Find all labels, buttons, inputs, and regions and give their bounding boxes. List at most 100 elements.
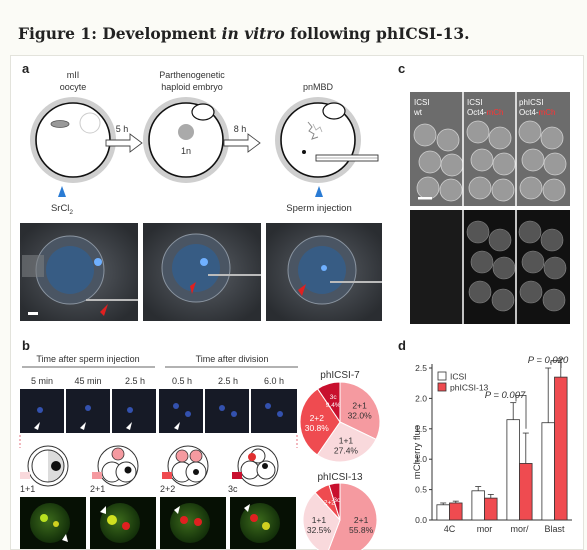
oocyte-diagram <box>30 97 116 183</box>
pie1-title: phICSI-7 <box>320 370 360 381</box>
bar <box>506 419 520 521</box>
arrow-8h-label: 8 h <box>234 124 247 134</box>
bar-chart: 0.0 0.5 1.0 1.5 2.0 2.5 4C mor mor/Blast <box>415 358 572 534</box>
arrow-5h <box>105 133 143 153</box>
pie-slice-value: 55.8% <box>349 525 374 535</box>
swatch-2+2 <box>162 472 172 479</box>
pie-slice-label: 3c <box>330 394 338 401</box>
col1-label-1: ICSI <box>414 98 430 107</box>
legend-label: ICSI <box>450 372 467 382</box>
pie-slice <box>316 381 341 424</box>
pie-slice <box>339 381 381 440</box>
x-tick-label: mor <box>477 524 493 534</box>
pvalue-2: P = 0.020 <box>528 355 569 366</box>
pie-slice-label: 2+1 <box>352 401 367 411</box>
significance-brackets <box>515 360 562 429</box>
pie-slice <box>316 421 377 463</box>
category-2+2-diagram <box>167 445 209 487</box>
y-tick-label: 2.5 <box>415 363 427 373</box>
pie-slice-label: 1+1 <box>312 515 327 525</box>
time-label: 6.0 h <box>264 376 284 386</box>
pie-slice-label: 2+1 <box>354 515 369 525</box>
arrow-5h-label: 5 h <box>116 124 129 134</box>
pie-slice <box>328 482 341 521</box>
pie2: 2+155.8% 1+132.5% 2+23c <box>302 482 378 550</box>
pie-slice-value: 27.4% <box>334 445 359 455</box>
pie-slice <box>328 482 378 550</box>
col2-label-2: Oct4-mCh <box>467 108 503 117</box>
category-1+1-diagram <box>27 445 69 487</box>
x-tick-label: Blast <box>544 524 565 534</box>
x-tick-label: 4C <box>444 524 456 534</box>
time-label: 5 min <box>31 376 53 386</box>
y-tick-label: 2.0 <box>415 393 427 403</box>
pie-slice-value: 30.8% <box>305 423 330 433</box>
pie-slice-label: 1+1 <box>339 435 354 445</box>
bar <box>519 463 533 521</box>
timelapse-strip <box>20 389 297 433</box>
srcl2-label: SrCl2 <box>51 203 73 216</box>
swatch-3c <box>232 472 242 479</box>
injection-arrow <box>315 186 323 197</box>
figure-title: Figure 1: Development in vitro following… <box>18 24 470 43</box>
stage2-label-2: haploid embryo <box>161 82 223 92</box>
micrograph-a1 <box>20 223 138 321</box>
pnmbd-diagram <box>275 97 379 183</box>
col1-label-2: wt <box>413 108 423 117</box>
pie-slice-label: 2+2 <box>324 499 335 506</box>
legend-swatch <box>437 382 447 392</box>
bar <box>436 504 450 521</box>
stage3-label: pnMBD <box>303 82 334 92</box>
confocal-strip <box>20 497 296 549</box>
y-tick-label: 0.0 <box>415 515 427 525</box>
header-sperm-injection: Time after sperm injection <box>36 354 139 364</box>
bar <box>471 490 485 521</box>
pie-slice-value: 32.5% <box>307 525 332 535</box>
category-label: 3c <box>228 484 238 494</box>
col2-label-1: ICSI <box>467 98 483 107</box>
pie-slice-label: 3c <box>333 497 341 504</box>
category-label: 2+2 <box>160 484 175 494</box>
srcl2-arrow <box>58 186 66 197</box>
panel-d-letter: d <box>398 338 406 353</box>
time-label: 2.5 h <box>218 376 238 386</box>
pie-slice-value: 9.4% <box>326 402 341 409</box>
category-2+1-diagram <box>97 445 139 487</box>
pie-slice <box>299 388 341 456</box>
y-axis-label: mCherry fluo <box>412 425 423 479</box>
x-tick-label: mor/ <box>511 524 529 534</box>
legend-swatch <box>437 371 447 381</box>
bracket <box>515 394 527 429</box>
pie2-title: phICSI-13 <box>317 472 362 483</box>
micrograph-c-fluorescence <box>410 210 570 324</box>
panel-c-letter: c <box>398 61 405 76</box>
legend-label: phICSI-13 <box>450 383 489 393</box>
haploid-embryo-diagram <box>143 97 229 183</box>
time-label: 2.5 h <box>125 376 145 386</box>
haploid-label: 1n <box>181 146 191 156</box>
time-label: 0.5 h <box>172 376 192 386</box>
y-tick-label: 1.5 <box>415 424 427 434</box>
swatch-2+1 <box>92 472 102 479</box>
pie1: 2+132.0% 1+127.4% 2+230.8% 3c9.4% <box>299 381 381 463</box>
pie-slice-value: 32.0% <box>348 411 373 421</box>
header-division: Time after division <box>196 354 269 364</box>
arrow-8h <box>223 133 261 153</box>
pie-slice-label: 2+2 <box>310 413 325 423</box>
category-label: 2+1 <box>90 484 105 494</box>
time-labels: 5 min 45 min 2.5 h 0.5 h 2.5 h 6.0 h <box>31 376 284 386</box>
bracket <box>550 360 562 368</box>
y-tick-label: 1.0 <box>415 454 427 464</box>
bar <box>449 502 463 521</box>
pie-slice <box>302 491 341 550</box>
bar <box>554 376 568 521</box>
pvalue-1: P = 0.007 <box>485 390 526 401</box>
category-3c-diagram <box>237 445 279 487</box>
category-label: 1+1 <box>20 484 35 494</box>
bar <box>541 422 555 521</box>
injection-label: Sperm injection <box>286 203 351 214</box>
micrograph-a2 <box>143 223 261 321</box>
stage1-label-1: mII <box>67 70 80 80</box>
